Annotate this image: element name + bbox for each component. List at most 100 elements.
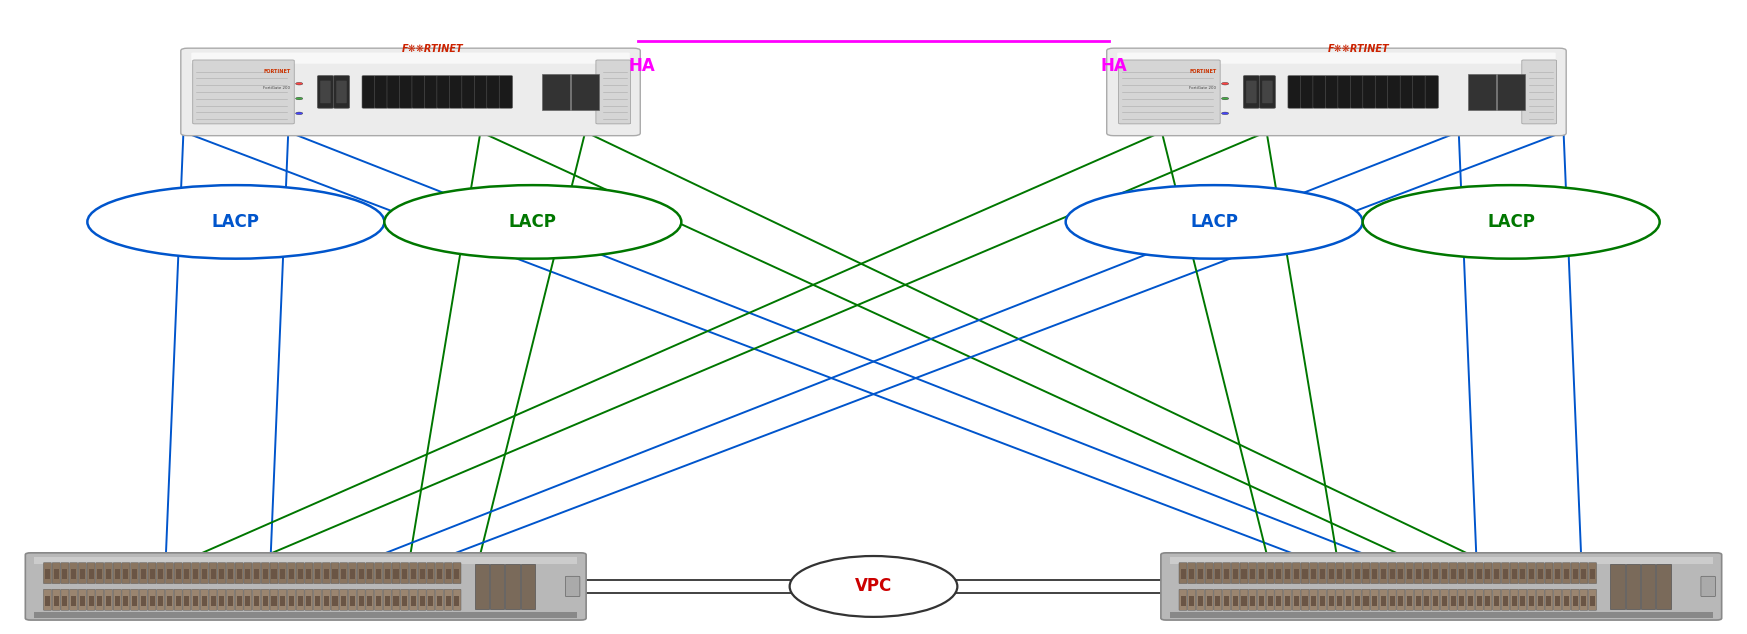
FancyBboxPatch shape — [114, 563, 121, 583]
Circle shape — [1221, 112, 1228, 115]
FancyBboxPatch shape — [400, 75, 412, 108]
Bar — [227, 569, 232, 579]
Bar — [1338, 569, 1342, 579]
FancyBboxPatch shape — [1424, 590, 1431, 610]
FancyBboxPatch shape — [473, 75, 487, 108]
Bar — [133, 569, 136, 579]
Bar — [35, 557, 578, 564]
Bar — [176, 569, 180, 579]
Bar — [1441, 596, 1447, 606]
Bar — [1303, 569, 1307, 579]
FancyBboxPatch shape — [313, 590, 321, 610]
FancyBboxPatch shape — [1232, 563, 1239, 583]
FancyBboxPatch shape — [227, 590, 234, 610]
Circle shape — [295, 97, 302, 100]
FancyBboxPatch shape — [1293, 590, 1300, 610]
Bar — [1572, 596, 1578, 606]
FancyBboxPatch shape — [61, 563, 68, 583]
FancyBboxPatch shape — [330, 590, 339, 610]
Bar — [1225, 569, 1230, 579]
FancyBboxPatch shape — [1553, 590, 1562, 610]
Text: FortiGate 200: FortiGate 200 — [264, 86, 290, 90]
Bar — [306, 596, 311, 606]
FancyBboxPatch shape — [1179, 590, 1186, 610]
FancyBboxPatch shape — [356, 563, 365, 583]
FancyBboxPatch shape — [105, 590, 112, 610]
FancyBboxPatch shape — [1284, 590, 1291, 610]
FancyBboxPatch shape — [201, 563, 208, 583]
Bar — [115, 569, 121, 579]
FancyBboxPatch shape — [1553, 563, 1562, 583]
FancyBboxPatch shape — [166, 590, 173, 610]
FancyBboxPatch shape — [236, 563, 243, 583]
FancyBboxPatch shape — [418, 563, 426, 583]
Bar — [185, 569, 189, 579]
FancyBboxPatch shape — [1424, 563, 1431, 583]
FancyBboxPatch shape — [1536, 563, 1544, 583]
Bar — [253, 569, 259, 579]
FancyBboxPatch shape — [1240, 563, 1247, 583]
Bar — [1242, 569, 1247, 579]
Bar — [124, 569, 128, 579]
Bar — [297, 569, 302, 579]
FancyBboxPatch shape — [1474, 590, 1483, 610]
Text: LACP: LACP — [508, 213, 557, 231]
Bar — [1450, 596, 1455, 606]
Bar — [1242, 596, 1247, 606]
FancyBboxPatch shape — [148, 563, 155, 583]
FancyBboxPatch shape — [114, 590, 121, 610]
Bar — [393, 569, 398, 579]
Bar — [133, 596, 136, 606]
Bar — [454, 596, 459, 606]
FancyBboxPatch shape — [1501, 590, 1509, 610]
Bar — [1295, 569, 1298, 579]
FancyBboxPatch shape — [1310, 563, 1317, 583]
FancyBboxPatch shape — [365, 563, 374, 583]
Bar — [210, 569, 215, 579]
FancyBboxPatch shape — [1656, 564, 1670, 609]
Circle shape — [1221, 82, 1228, 85]
FancyBboxPatch shape — [1544, 563, 1553, 583]
FancyBboxPatch shape — [348, 563, 356, 583]
FancyBboxPatch shape — [1345, 563, 1352, 583]
Bar — [428, 596, 433, 606]
Bar — [323, 569, 328, 579]
Bar — [1277, 569, 1281, 579]
FancyBboxPatch shape — [1284, 563, 1291, 583]
Text: FortiGate 200: FortiGate 200 — [1190, 86, 1216, 90]
FancyBboxPatch shape — [400, 563, 409, 583]
Bar — [428, 569, 433, 579]
FancyBboxPatch shape — [1406, 590, 1413, 610]
Bar — [80, 596, 86, 606]
Bar — [1459, 569, 1464, 579]
FancyBboxPatch shape — [52, 563, 59, 583]
FancyBboxPatch shape — [192, 60, 293, 124]
Bar — [72, 569, 77, 579]
FancyBboxPatch shape — [1223, 590, 1230, 610]
Bar — [1529, 569, 1534, 579]
FancyBboxPatch shape — [1288, 75, 1302, 108]
FancyBboxPatch shape — [44, 590, 51, 610]
FancyBboxPatch shape — [500, 75, 512, 108]
Bar — [245, 569, 250, 579]
FancyBboxPatch shape — [362, 75, 376, 108]
Ellipse shape — [1363, 185, 1660, 259]
FancyBboxPatch shape — [1536, 590, 1544, 610]
FancyBboxPatch shape — [79, 563, 86, 583]
Bar — [142, 569, 145, 579]
FancyBboxPatch shape — [79, 590, 86, 610]
Bar — [1268, 569, 1272, 579]
FancyBboxPatch shape — [297, 563, 304, 583]
Text: HA: HA — [1101, 57, 1127, 75]
FancyBboxPatch shape — [304, 563, 313, 583]
Bar — [1169, 557, 1712, 564]
FancyBboxPatch shape — [1611, 564, 1625, 609]
FancyBboxPatch shape — [105, 563, 112, 583]
Bar — [115, 596, 121, 606]
Bar — [1398, 596, 1403, 606]
FancyBboxPatch shape — [1350, 75, 1364, 108]
FancyBboxPatch shape — [521, 564, 535, 609]
Bar — [288, 569, 293, 579]
FancyBboxPatch shape — [297, 590, 304, 610]
Bar — [1345, 569, 1350, 579]
